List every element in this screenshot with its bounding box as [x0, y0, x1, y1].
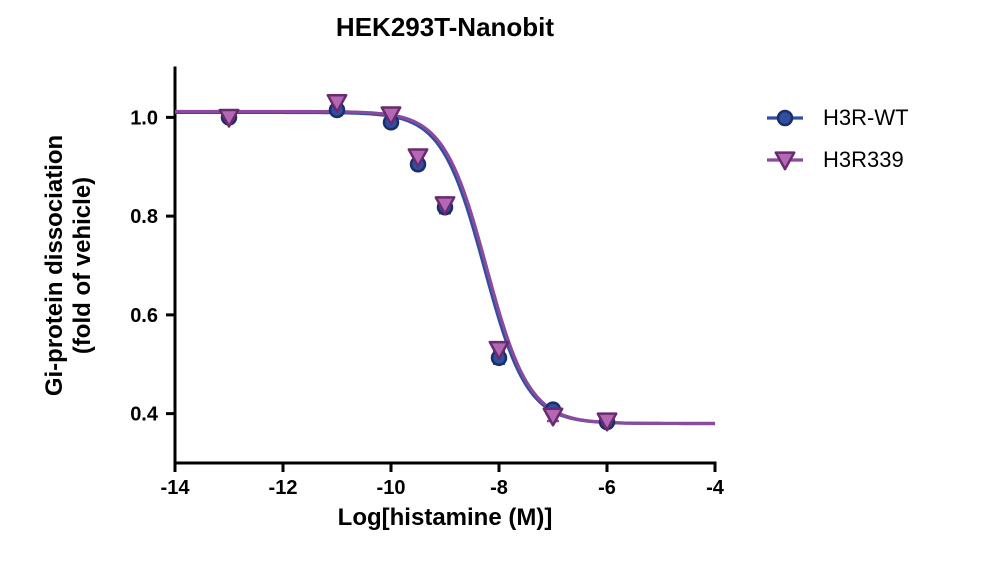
x-axis-title: Log[histamine (M)] — [338, 504, 553, 531]
data-point-H3R-WT — [778, 111, 792, 125]
x-tick-label: -10 — [377, 477, 406, 499]
svg-text:Gi-protein dissociation: Gi-protein dissociation — [41, 135, 68, 396]
legend-label-H3R339: H3R339 — [823, 147, 904, 172]
y-tick-label: 0.8 — [130, 206, 158, 228]
chart-container: -14 -12 -10 -8 -6 -4 0.4 0.6 0.8 1.0 HEK293T-Nanob… — [0, 0, 1000, 576]
chart-title: HEK293T-Nanobit — [336, 12, 554, 42]
y-tick-label: 1.0 — [130, 107, 158, 129]
y-tick-label: 0.6 — [130, 305, 158, 327]
x-tick-label: -14 — [161, 477, 191, 499]
y-tick-label: 0.4 — [130, 404, 159, 426]
x-tick-label: -4 — [706, 477, 725, 499]
x-tick-label: -8 — [490, 477, 508, 499]
legend-label-H3R-WT: H3R-WT — [823, 105, 909, 130]
x-tick-label: -6 — [598, 477, 616, 499]
x-tick-label: -12 — [269, 477, 298, 499]
chart-svg: -14 -12 -10 -8 -6 -4 0.4 0.6 0.8 1.0 HEK293T-Nanob… — [0, 0, 1000, 576]
svg-text:(fold of vehicle): (fold of vehicle) — [69, 177, 96, 354]
